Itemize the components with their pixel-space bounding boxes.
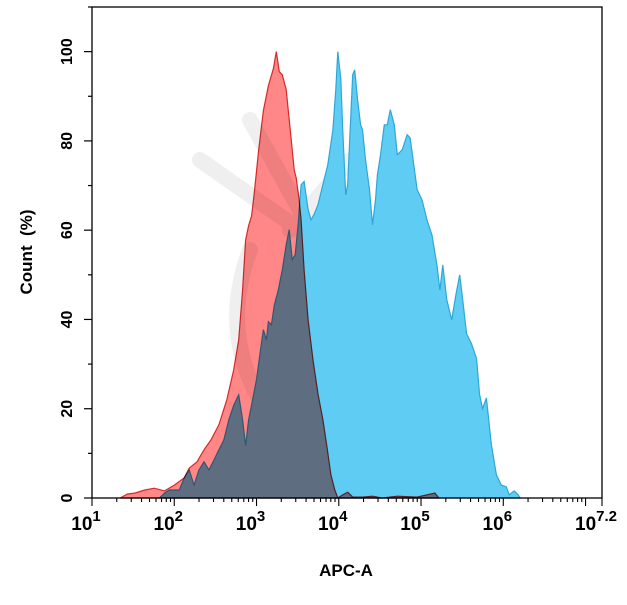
y-tick-label: 60: [59, 221, 76, 239]
series-control-area: [119, 51, 441, 499]
y-axis-label: Count (%): [17, 210, 36, 295]
x-tick-label: 101: [71, 508, 100, 535]
x-tick-base: 10: [318, 514, 339, 535]
x-tick-base: 10: [575, 514, 596, 535]
y-tick-label: 40: [59, 310, 76, 328]
x-tick-label: 102: [154, 508, 183, 535]
plot-frame: [91, 6, 603, 499]
x-tick-base: 10: [400, 514, 421, 535]
x-axis-label: APC-A: [319, 561, 373, 580]
x-tick-exponent: 6: [504, 508, 512, 525]
x-tick-label: 106: [483, 508, 512, 535]
series-stained-area: [157, 51, 522, 499]
x-tick-exponent: 7.2: [596, 508, 617, 525]
x-tick-label: 105: [400, 508, 429, 535]
y-tick-label: 0: [59, 493, 76, 502]
x-tick-label: 107.2: [575, 508, 617, 535]
x-tick-exponent: 5: [421, 508, 429, 525]
x-tick-base: 10: [483, 514, 504, 535]
x-tick-base: 10: [71, 514, 92, 535]
x-tick-exponent: 3: [257, 508, 265, 525]
x-tick-base: 10: [236, 514, 257, 535]
series-layer: [119, 51, 522, 499]
x-tick-base: 10: [154, 514, 175, 535]
x-tick-exponent: 1: [92, 508, 100, 525]
y-tick-label: 100: [59, 38, 76, 65]
x-tick-exponent: 4: [339, 508, 348, 525]
y-tick-label: 80: [59, 132, 76, 150]
x-tick-exponent: 2: [175, 508, 183, 525]
x-tick-label: 104: [318, 508, 348, 535]
y-tick-label: 20: [59, 400, 76, 418]
x-tick-label: 103: [236, 508, 265, 535]
